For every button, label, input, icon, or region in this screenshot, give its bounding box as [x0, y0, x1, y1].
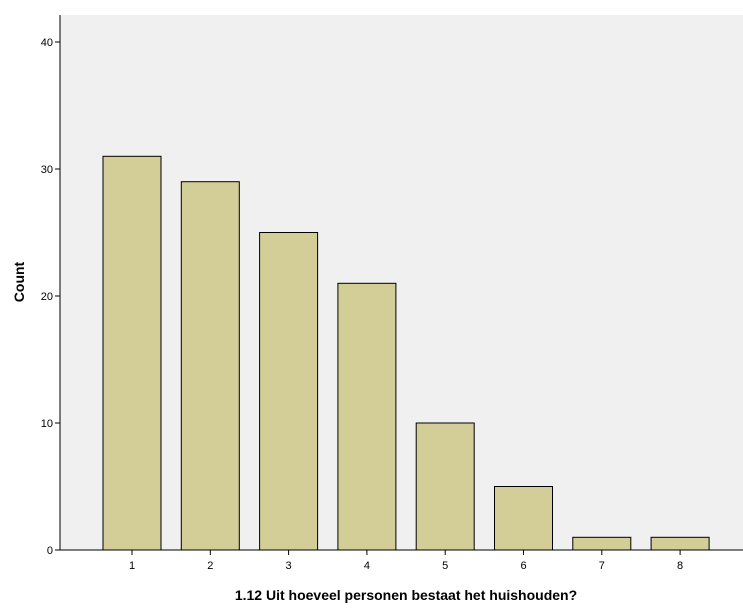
bar-8 [650, 536, 710, 551]
y-tick-label-10: 10 [41, 418, 53, 430]
bar-3 [259, 232, 319, 551]
x-axis-ticks: 1 2 3 4 5 6 7 8 [129, 550, 683, 572]
x-tick-label-5: 5 [442, 560, 448, 572]
y-tick-label-20: 20 [41, 291, 53, 303]
x-tick-label-7: 7 [599, 560, 605, 572]
y-axis-ticks: 0 10 20 30 40 [41, 37, 60, 557]
x-tick-label-6: 6 [520, 560, 526, 572]
bar-5 [415, 422, 475, 551]
x-tick-label-2: 2 [207, 560, 213, 572]
bar-7 [572, 536, 632, 551]
bar-4 [337, 282, 397, 551]
bar-1 [102, 155, 162, 551]
x-tick-label-3: 3 [286, 560, 292, 572]
x-tick-label-1: 1 [129, 560, 135, 572]
plot-area [60, 15, 743, 550]
x-tick-label-4: 4 [364, 560, 370, 572]
x-tick-label-8: 8 [677, 560, 683, 572]
y-tick-label-0: 0 [47, 545, 53, 557]
y-tick-label-30: 30 [41, 164, 53, 176]
y-axis-title: Count [11, 261, 27, 302]
bar-6 [494, 486, 553, 551]
y-tick-label-40: 40 [41, 37, 53, 49]
x-axis-title: 1.12 Uit hoeveel personen bestaat het hu… [235, 587, 577, 603]
bar-2 [180, 181, 240, 551]
bars-group [102, 155, 710, 551]
